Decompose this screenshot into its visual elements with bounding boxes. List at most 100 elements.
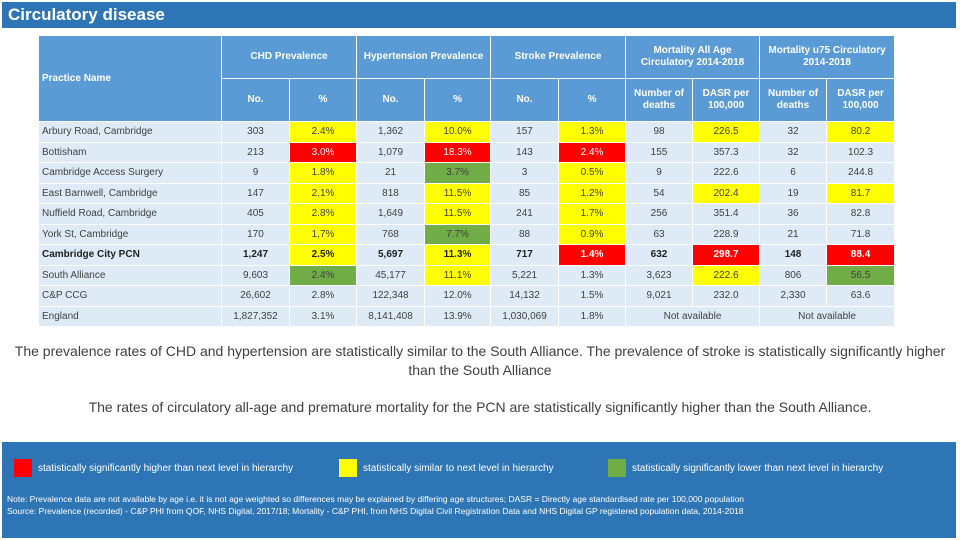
table-cell: 2.5% — [288, 244, 358, 266]
table-cell: 3.0% — [288, 141, 358, 163]
table-cell: 298.7 — [692, 244, 761, 266]
table-cell: 13.9% — [424, 305, 492, 327]
table-cell: 2.8% — [288, 203, 358, 225]
note-text: Note: Prevalence data are not available … — [7, 494, 745, 504]
group-header-hypertension: Hypertension Prevalence — [356, 35, 492, 79]
table-cell: 88.4 — [826, 244, 896, 266]
table-row: Cambridge Access Surgery 9 1.8% 21 3.7% 3 0.5%… — [38, 162, 896, 184]
table-cell: 1,362 — [356, 121, 426, 143]
legend-label-red: statistically significantly higher than … — [38, 462, 294, 474]
legend-item-yellow: statistically similar to next level in h… — [339, 458, 554, 478]
table-cell: 3,623 — [625, 264, 694, 286]
table-cell: 56.5 — [826, 264, 896, 286]
table-cell: 1.8% — [288, 162, 358, 184]
table-cell: 26,602 — [221, 285, 290, 307]
table-cell: 14,132 — [490, 285, 560, 307]
table-cell: 5,697 — [356, 244, 426, 266]
practice-name-header: Practice Name — [38, 35, 222, 122]
table-cell: 1.4% — [558, 244, 627, 266]
table-cell: 157 — [490, 121, 560, 143]
table-cell: 3.1% — [288, 305, 358, 327]
subheader-hyp-pct: % — [424, 78, 492, 122]
table-cell: 1.5% — [558, 285, 627, 307]
table-cell: 303 — [221, 121, 290, 143]
table-cell: 1.8% — [558, 305, 627, 327]
summary-prevalence: The prevalence rates of CHD and hyperten… — [14, 343, 946, 378]
table-cell: 63 — [625, 223, 694, 245]
legend-swatch-red — [14, 459, 32, 477]
summary-mortality: The rates of circulatory all-age and pre… — [88, 399, 872, 415]
table-cell: 351.4 — [692, 203, 761, 225]
table-row: South Alliance 9,603 2.4% 45,177 11.1% 5,221 1… — [38, 264, 896, 286]
table-cell: 81.7 — [826, 182, 896, 204]
circulatory-data-table: Practice Name CHD Prevalence Hypertensio… — [38, 35, 896, 327]
table-cell: 32 — [759, 121, 828, 143]
footnote: Note: Prevalence data are not available … — [7, 493, 951, 517]
table-cell: 632 — [625, 244, 694, 266]
table-cell: 1.7% — [558, 203, 627, 225]
practice-name-cell: South Alliance — [38, 264, 222, 286]
table-cell: 226.5 — [692, 121, 761, 143]
table-cell: 3 — [490, 162, 560, 184]
table-cell: 1.3% — [558, 121, 627, 143]
table-cell: 102.3 — [826, 141, 896, 163]
legend-label-yellow: statistically similar to next level in h… — [363, 462, 554, 474]
table-cell: 122,348 — [356, 285, 426, 307]
table-row: C&P CCG 26,602 2.8% 122,348 12.0% 14,132 1.5% 9… — [38, 285, 896, 307]
table-cell: 21 — [759, 223, 828, 245]
table-cell: 12.0% — [424, 285, 492, 307]
table-cell: 71.8 — [826, 223, 896, 245]
subheader-u75-deaths: Number of deaths — [759, 78, 828, 122]
not-available-u75-cell: Not available — [759, 305, 896, 327]
table-cell: 232.0 — [692, 285, 761, 307]
table-cell: 2.4% — [288, 264, 358, 286]
table-cell: 7.7% — [424, 223, 492, 245]
table-cell: 2.4% — [558, 141, 627, 163]
subheader-stroke-no: No. — [490, 78, 560, 122]
table-cell: 768 — [356, 223, 426, 245]
group-header-chd: CHD Prevalence — [220, 35, 358, 79]
source-text: Source: Prevalence (recorded) - C&P PHI … — [7, 506, 744, 516]
table-row: Cambridge City PCN 1,247 2.5% 5,697 11.3% 717… — [38, 244, 896, 266]
table-cell: 2.8% — [288, 285, 358, 307]
table-cell: 11.5% — [424, 182, 492, 204]
table-cell: 143 — [490, 141, 560, 163]
table-cell: 8,141,408 — [356, 305, 426, 327]
table-cell: 818 — [356, 182, 426, 204]
table-cell: 45,177 — [356, 264, 426, 286]
table-cell: 222.6 — [692, 264, 761, 286]
subheader-stroke-pct: % — [558, 78, 627, 122]
subheader-chd-no: No. — [221, 78, 290, 122]
table-cell: 88 — [490, 223, 560, 245]
table-cell: 9 — [221, 162, 290, 184]
subheader-chd-pct: % — [288, 78, 358, 122]
table-cell: 9,021 — [625, 285, 694, 307]
practice-name-cell: Cambridge Access Surgery — [38, 162, 222, 184]
table-cell: 18.3% — [424, 141, 492, 163]
table-row: East Barnwell, Cambridge 147 2.1% 818 11.5% 8… — [38, 182, 896, 204]
table-cell: 2.1% — [288, 182, 358, 204]
table-cell: 405 — [221, 203, 290, 225]
table-row: England 1,827,352 3.1% 8,141,408 13.9% 1,030,… — [38, 305, 896, 327]
group-header-mortality-u75: Mortality u75 Circulatory 2014-2018 — [759, 35, 896, 79]
table-cell: 1,079 — [356, 141, 426, 163]
table-cell: 213 — [221, 141, 290, 163]
legend-label-green: statistically significantly lower than n… — [632, 462, 884, 474]
table-cell: 11.5% — [424, 203, 492, 225]
table-cell: 6 — [759, 162, 828, 184]
table-cell: 155 — [625, 141, 694, 163]
practice-name-cell: C&P CCG — [38, 285, 222, 307]
table-cell: 202.4 — [692, 182, 761, 204]
table-cell: 11.3% — [424, 244, 492, 266]
legend-item-green: statistically significantly lower than n… — [608, 458, 883, 478]
table-cell: 1,649 — [356, 203, 426, 225]
table-cell: 147 — [221, 182, 290, 204]
table-cell: 170 — [221, 223, 290, 245]
table-cell: 228.9 — [692, 223, 761, 245]
table-cell: 717 — [490, 244, 560, 266]
table-cell: 244.8 — [826, 162, 896, 184]
table-cell: 1.3% — [558, 264, 627, 286]
table-cell: 85 — [490, 182, 560, 204]
table-cell: 82.8 — [826, 203, 896, 225]
footer-panel: statistically significantly higher than … — [2, 442, 956, 538]
